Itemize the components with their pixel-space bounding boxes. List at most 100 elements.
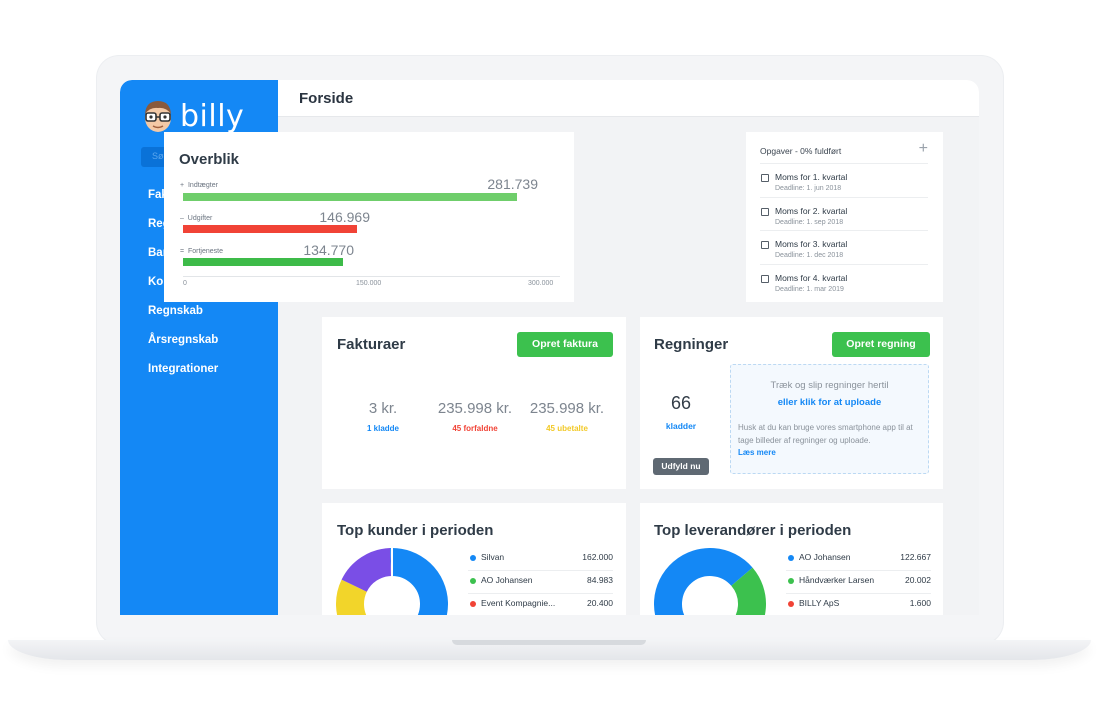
add-task-icon[interactable]: + xyxy=(918,140,928,157)
customer-row[interactable]: Silvan 162.000 xyxy=(468,548,613,571)
task-name: Moms for 2. kvartal xyxy=(775,206,848,216)
customer-name: Event Kompagnie... xyxy=(481,598,556,608)
legend-dot xyxy=(470,555,476,561)
read-more-link[interactable]: Læs mere xyxy=(738,448,776,457)
task-name: Moms for 3. kvartal xyxy=(775,239,848,249)
customer-name: Silvan xyxy=(481,552,505,562)
legend-dot xyxy=(788,601,794,607)
supplier-value: 1.600 xyxy=(909,598,931,608)
bill-drafts-link[interactable]: kladder xyxy=(665,421,697,431)
profit-bar xyxy=(183,258,343,266)
page-title: Forside xyxy=(299,90,354,107)
legend-dot xyxy=(788,555,794,561)
customer-value: 84.983 xyxy=(587,575,613,585)
overview-card: Overblik + Indtægter 281.739 – Udgifter … xyxy=(164,132,574,302)
expenses-value: 146.969 xyxy=(319,209,370,225)
customer-row[interactable]: AO Johansen 84.983 xyxy=(468,571,613,594)
create-invoice-button[interactable]: Opret faktura xyxy=(517,332,613,357)
donut-segment xyxy=(336,548,448,615)
create-bill-button[interactable]: Opret regning xyxy=(832,332,930,357)
task-deadline: Deadline: 1. jun 2018 xyxy=(775,185,842,192)
profit-value: 134.770 xyxy=(303,242,354,258)
supplier-name: BILLY ApS xyxy=(799,598,840,608)
customer-value: 162.000 xyxy=(582,552,613,562)
donut-segment xyxy=(336,548,448,615)
task-item: Moms for 3. kvartal Deadline: 1. dec 201… xyxy=(760,230,928,264)
dropzone-text: Træk og slip regninger hertil xyxy=(770,380,889,391)
top-suppliers-card: Top leverandører i perioden AO Johansen … xyxy=(640,503,943,615)
customer-row[interactable]: Event Kompagnie... 20.400 xyxy=(468,594,613,615)
overdue-amount: 235.998 kr. xyxy=(437,400,513,417)
task-item: Moms for 4. kvartal Deadline: 1. mar 201… xyxy=(760,264,928,298)
task-checkbox[interactable] xyxy=(761,241,769,249)
task-checkbox[interactable] xyxy=(761,208,769,216)
top-suppliers-title: Top leverandører i perioden xyxy=(654,522,852,539)
overview-axis xyxy=(183,276,560,277)
sidebar-item-aarsregnskab[interactable]: Årsregnskab xyxy=(148,334,219,346)
bills-title: Regninger xyxy=(654,336,729,353)
task-deadline: Deadline: 1. sep 2018 xyxy=(775,219,844,226)
dropzone-hint: Husk at du kan bruge vores smartphone ap… xyxy=(738,423,913,445)
task-name: Moms for 1. kvartal xyxy=(775,172,848,182)
bills-card: Regninger Opret regning 66 kladder Udfyl… xyxy=(640,317,943,489)
task-deadline: Deadline: 1. dec 2018 xyxy=(775,252,844,259)
income-value: 281.739 xyxy=(487,176,538,192)
legend-dot xyxy=(470,601,476,607)
fill-now-button[interactable]: Udfyld nu xyxy=(653,458,709,475)
top-bar: Forside xyxy=(278,80,979,117)
bill-draft-count: 66 xyxy=(670,393,692,413)
supplier-row[interactable]: AO Johansen 122.667 xyxy=(786,548,931,571)
sidebar-item-regnskab[interactable]: Regnskab xyxy=(148,305,203,317)
draft-count-link[interactable]: 1 kladde xyxy=(366,424,399,433)
income-bar xyxy=(183,193,517,201)
invoices-card: Fakturaer Opret faktura 3 kr. 1 kladde 2… xyxy=(322,317,626,489)
supplier-name: AO Johansen xyxy=(799,552,851,562)
upload-dropzone[interactable]: Træk og slip regninger hertil eller klik… xyxy=(730,364,929,474)
task-checkbox[interactable] xyxy=(761,174,769,182)
top-suppliers-donut xyxy=(654,548,766,615)
sidebar-item-integrationer[interactable]: Integrationer xyxy=(148,363,219,375)
task-deadline: Deadline: 1. mar 2019 xyxy=(775,286,844,293)
top-customers-title: Top kunder i perioden xyxy=(337,522,494,539)
overdue-count-link[interactable]: 45 forfaldne xyxy=(452,424,498,433)
supplier-value: 122.667 xyxy=(900,552,931,562)
expenses-bar xyxy=(183,225,357,233)
customer-name: AO Johansen xyxy=(481,575,533,585)
tasks-card: Opgaver - 0% fuldført + Moms for 1. kvar… xyxy=(746,132,943,302)
top-customers-card: Top kunder i perioden Silvan 162.000 AO … xyxy=(322,503,626,615)
supplier-value: 20.002 xyxy=(905,575,931,585)
axis-tick-150000: 150.000 xyxy=(356,280,382,287)
task-checkbox[interactable] xyxy=(761,275,769,283)
donut-segment xyxy=(654,548,766,615)
tasks-header: Opgaver - 0% fuldført xyxy=(760,146,842,156)
laptop-notch xyxy=(452,640,646,645)
upload-link[interactable]: eller klik for at uploade xyxy=(777,397,882,408)
supplier-row[interactable]: BILLY ApS 1.600 xyxy=(786,594,931,615)
logo-text: billy xyxy=(180,98,245,134)
supplier-row[interactable]: Håndværker Larsen 20.002 xyxy=(786,571,931,594)
axis-tick-0: 0 xyxy=(183,280,187,287)
top-customers-donut xyxy=(336,548,448,615)
billy-face-icon xyxy=(145,101,171,132)
task-name: Moms for 4. kvartal xyxy=(775,273,848,283)
laptop-base xyxy=(8,640,1091,660)
unpaid-amount: 235.998 kr. xyxy=(529,400,605,417)
supplier-name: Håndværker Larsen xyxy=(799,575,875,585)
donut-segment xyxy=(654,548,766,615)
axis-tick-300000: 300.000 xyxy=(528,280,554,287)
app-screen: billy Søg Fakturaer Regninger Bank Konta… xyxy=(120,80,979,615)
draft-amount: 3 kr. xyxy=(368,400,398,417)
task-item: Moms for 2. kvartal Deadline: 1. sep 201… xyxy=(760,197,928,231)
legend-dot xyxy=(788,578,794,584)
unpaid-count-link[interactable]: 45 ubetalte xyxy=(546,424,588,433)
expenses-label: – Udgifter xyxy=(180,215,213,222)
logo[interactable]: billy xyxy=(142,98,244,134)
customer-value: 20.400 xyxy=(587,598,613,608)
invoices-title: Fakturaer xyxy=(337,336,406,353)
profit-label: = Fortjeneste xyxy=(180,248,224,255)
income-label: + Indtægter xyxy=(180,182,218,189)
legend-dot xyxy=(470,578,476,584)
overview-title: Overblik xyxy=(179,151,240,168)
search-placeholder: Søg xyxy=(152,151,169,161)
